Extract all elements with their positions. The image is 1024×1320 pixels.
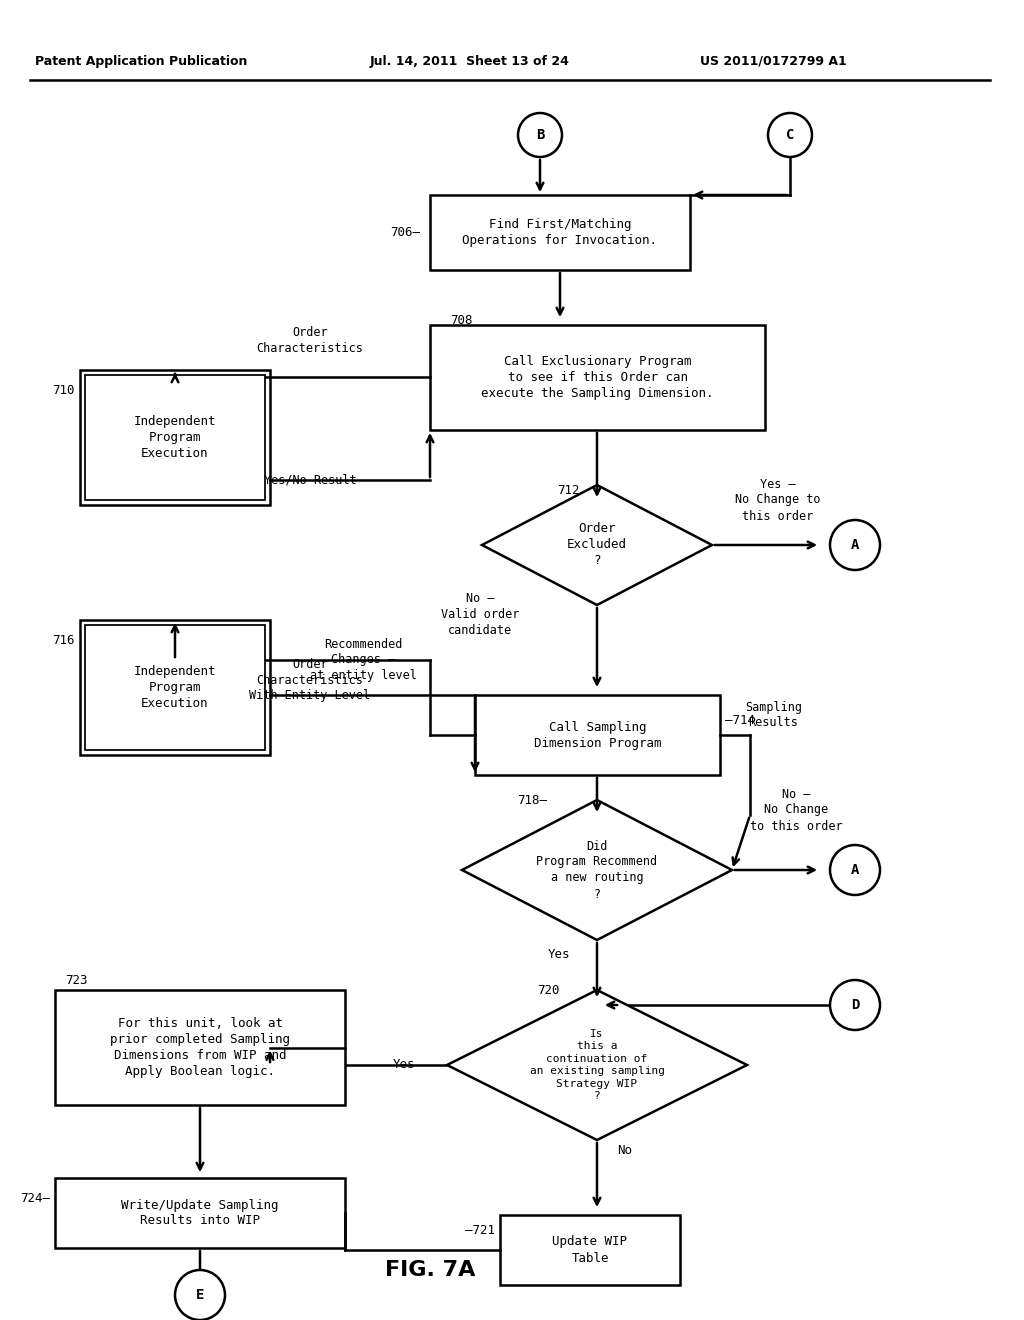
Text: Order
Characteristics
With Entity Level: Order Characteristics With Entity Level [250, 657, 371, 702]
Text: D: D [851, 998, 859, 1012]
Text: US 2011/0172799 A1: US 2011/0172799 A1 [700, 55, 847, 69]
Text: 724–: 724– [20, 1192, 50, 1204]
Bar [475, 696, 720, 775]
Text: No –
No Change
to this order: No – No Change to this order [750, 788, 843, 833]
Bar [55, 1177, 345, 1247]
Text: Independent
Program
Execution: Independent Program Execution [134, 665, 216, 710]
Text: 710: 710 [52, 384, 75, 396]
Text: 716: 716 [52, 634, 75, 647]
Text: No –
Valid order
candidate: No – Valid order candidate [440, 593, 519, 638]
Text: Order
Characteristics: Order Characteristics [257, 326, 364, 355]
Bar [85, 624, 265, 750]
Circle shape [830, 845, 880, 895]
Bar [85, 375, 265, 500]
Text: Independent
Program
Execution: Independent Program Execution [134, 414, 216, 459]
Circle shape [175, 1270, 225, 1320]
Text: Order
Excluded
?: Order Excluded ? [567, 523, 627, 568]
Text: Sampling
Results: Sampling Results [745, 701, 802, 730]
Circle shape [518, 114, 562, 157]
Bar [55, 990, 345, 1105]
Text: B: B [536, 128, 544, 143]
Text: FIG. 7A: FIG. 7A [385, 1261, 475, 1280]
Text: No: No [617, 1143, 632, 1156]
Circle shape [768, 114, 812, 157]
Text: 706–: 706– [390, 226, 420, 239]
Text: Yes/No Result: Yes/No Result [264, 474, 356, 487]
Bar [80, 620, 270, 755]
Text: 718–: 718– [517, 793, 547, 807]
Text: A: A [851, 863, 859, 876]
Text: Yes: Yes [392, 1059, 415, 1072]
Text: Update WIP
Table: Update WIP Table [553, 1236, 628, 1265]
Text: A: A [851, 539, 859, 552]
Text: 723: 723 [65, 974, 87, 986]
Text: 712: 712 [557, 483, 580, 496]
Text: 708: 708 [450, 314, 472, 326]
Text: Yes: Yes [548, 949, 570, 961]
Bar [80, 370, 270, 506]
Text: For this unit, look at
prior completed Sampling
Dimensions from WIP and
Apply Bo: For this unit, look at prior completed S… [110, 1016, 290, 1078]
Text: Recommended
Changes –
at entity level: Recommended Changes – at entity level [310, 638, 417, 682]
Text: Find First/Matching
Operations for Invocation.: Find First/Matching Operations for Invoc… [463, 218, 657, 247]
Text: –714: –714 [725, 714, 755, 726]
Polygon shape [462, 800, 732, 940]
Text: Patent Application Publication: Patent Application Publication [35, 55, 248, 69]
Text: –721: –721 [465, 1224, 495, 1237]
Text: 720: 720 [537, 983, 559, 997]
Polygon shape [482, 484, 712, 605]
Polygon shape [447, 990, 746, 1140]
Text: Is
this a
continuation of
an existing sampling
Strategy WIP
?: Is this a continuation of an existing sa… [529, 1030, 665, 1101]
Circle shape [830, 520, 880, 570]
Text: Jul. 14, 2011  Sheet 13 of 24: Jul. 14, 2011 Sheet 13 of 24 [370, 55, 570, 69]
Text: E: E [196, 1288, 204, 1302]
Bar [500, 1214, 680, 1284]
Circle shape [830, 979, 880, 1030]
Text: C: C [785, 128, 795, 143]
Text: Call Exclusionary Program
to see if this Order can
execute the Sampling Dimensio: Call Exclusionary Program to see if this… [481, 355, 714, 400]
Bar [430, 325, 765, 430]
Text: Call Sampling
Dimension Program: Call Sampling Dimension Program [534, 721, 662, 750]
Text: Yes –
No Change to
this order: Yes – No Change to this order [735, 478, 820, 523]
Text: Did
Program Recommend
a new routing
?: Did Program Recommend a new routing ? [537, 840, 657, 900]
Text: Write/Update Sampling
Results into WIP: Write/Update Sampling Results into WIP [121, 1199, 279, 1228]
Bar [430, 195, 690, 271]
